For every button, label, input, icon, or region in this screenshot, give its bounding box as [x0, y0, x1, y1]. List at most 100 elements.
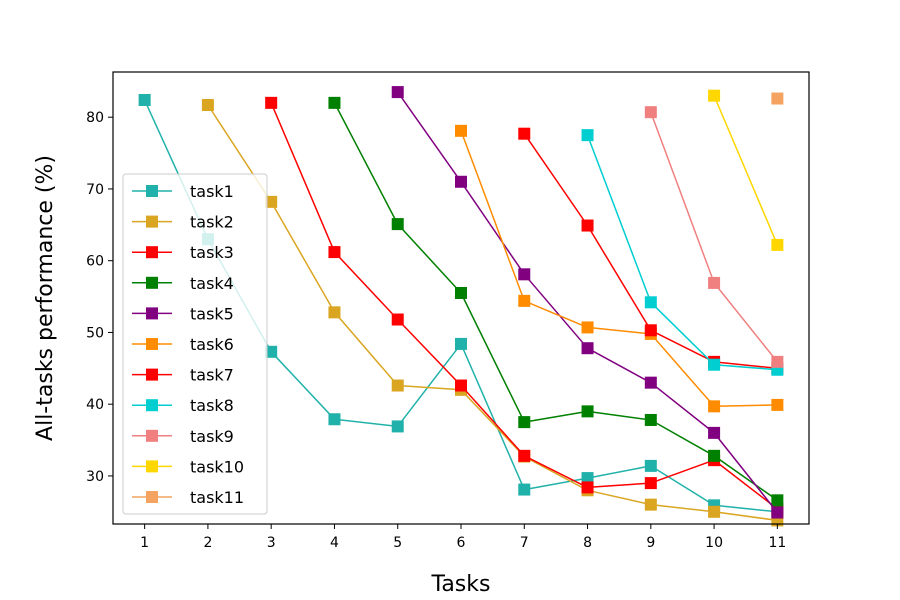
y-tick-label: 30: [86, 469, 104, 485]
data-point: [644, 413, 657, 426]
data-point: [708, 358, 721, 371]
legend-marker: [146, 215, 158, 228]
data-point: [708, 449, 721, 462]
data-point: [581, 405, 594, 418]
y-tick-label: 70: [86, 182, 104, 198]
legend-label: task1: [190, 182, 234, 201]
legend-item: task8: [132, 396, 234, 415]
data-point: [265, 345, 278, 358]
legend-item: task2: [132, 213, 234, 232]
data-point: [581, 321, 594, 334]
data-point: [518, 483, 531, 496]
series-line: [397, 91, 778, 513]
data-point: [644, 459, 657, 472]
legend-label: task2: [190, 213, 234, 232]
data-point: [581, 481, 594, 494]
data-point: [771, 506, 784, 519]
data-point: [644, 498, 657, 511]
legend-box: [122, 173, 268, 515]
series-line: [650, 111, 778, 363]
y-axis-label: All-tasks performance (%): [33, 155, 58, 441]
data-point: [771, 494, 784, 507]
data-point: [391, 218, 404, 231]
series-task4: [328, 96, 784, 507]
legend-item: task7: [132, 366, 234, 385]
x-tick-label: 8: [583, 535, 592, 551]
legend-label: task3: [190, 243, 234, 262]
series-task11: [771, 92, 784, 105]
series-task10: [708, 89, 784, 251]
data-point: [518, 416, 531, 429]
series-task6: [455, 124, 784, 413]
data-point: [644, 324, 657, 337]
data-point: [771, 398, 784, 411]
data-point: [518, 449, 531, 462]
data-point: [644, 106, 657, 119]
legend-marker: [146, 276, 158, 289]
legend-item: task11: [132, 488, 244, 507]
legend-marker: [146, 185, 158, 197]
x-tick-label: 5: [393, 535, 402, 551]
legend-item: task4: [132, 274, 234, 293]
series-line: [333, 102, 778, 501]
data-point: [455, 286, 467, 299]
y-tick-label: 80: [86, 110, 104, 126]
data-point: [771, 92, 784, 105]
series-line: [713, 95, 779, 246]
x-tick-label: 1: [140, 535, 149, 551]
y-tick-label: 50: [86, 325, 104, 341]
x-tick-label: 3: [267, 535, 276, 551]
data-point: [581, 129, 594, 142]
data-point: [518, 268, 531, 281]
legend-label: task9: [190, 427, 234, 446]
legend-label: task5: [190, 304, 234, 323]
data-point: [708, 89, 721, 102]
data-point: [581, 342, 594, 355]
data-point: [771, 238, 784, 251]
legend-marker: [146, 307, 158, 320]
data-point: [644, 376, 657, 389]
x-tick-label: 10: [705, 535, 723, 551]
data-point: [328, 96, 341, 109]
data-point: [644, 477, 657, 490]
data-point: [265, 195, 278, 208]
series-task5: [391, 86, 784, 519]
data-point: [518, 127, 531, 140]
legend-item: task3: [132, 243, 234, 262]
legend-label: task7: [190, 366, 234, 385]
data-point: [455, 124, 467, 137]
data-point: [581, 219, 594, 232]
y-tick-label: 40: [86, 397, 104, 413]
legend-marker: [146, 338, 158, 350]
legend: task1 task2 task3 task4 task5 task6 task7 task8…: [122, 173, 268, 515]
legend-marker: [146, 246, 158, 259]
legend-label: task4: [190, 274, 234, 293]
data-point: [708, 426, 721, 439]
data-point: [328, 306, 341, 319]
data-point: [455, 379, 467, 392]
x-tick-label: 9: [646, 535, 655, 551]
x-tick-label: 7: [520, 535, 529, 551]
data-point: [708, 505, 721, 518]
data-point: [201, 99, 214, 112]
data-point: [455, 175, 467, 188]
data-point: [391, 86, 404, 99]
legend-marker: [146, 429, 158, 442]
data-point: [581, 472, 594, 485]
legend-item: task6: [132, 335, 234, 354]
legend-marker: [146, 399, 158, 412]
series-line: [207, 104, 778, 522]
series-task8: [581, 129, 784, 376]
x-tick-label: 6: [457, 535, 466, 551]
data-point: [328, 413, 341, 426]
x-axis-label: Tasks: [431, 572, 491, 597]
legend-item: task1: [132, 182, 234, 201]
x-tick-label: 4: [330, 535, 339, 551]
data-point: [328, 246, 341, 259]
data-point: [518, 294, 531, 307]
data-point: [708, 400, 721, 413]
data-point: [391, 420, 404, 433]
legend-marker: [146, 491, 158, 503]
